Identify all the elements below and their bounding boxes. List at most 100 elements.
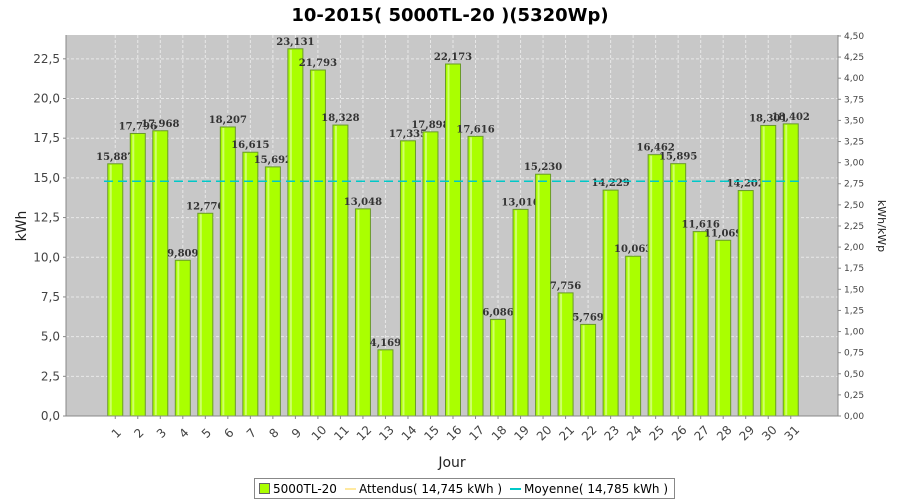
legend-label: Attendus( 14,745 kWh ): [358, 481, 503, 496]
y-right-tick-label: 4,25: [844, 53, 864, 63]
data-label: 14,202: [727, 179, 765, 190]
x-tick-label: 24: [624, 423, 645, 444]
data-label: 17,335: [389, 129, 427, 140]
x-tick-label: 25: [646, 423, 667, 444]
y-right-tick-label: 0,50: [844, 370, 864, 380]
bar-highlight: [312, 71, 315, 415]
bar-highlight: [424, 132, 427, 415]
y-right-tick-label: 1,75: [844, 264, 864, 274]
x-tick-label: 19: [511, 423, 532, 444]
data-label: 17,616: [456, 124, 494, 135]
data-label: 18,328: [321, 113, 359, 124]
data-label: 7,756: [550, 281, 581, 292]
x-tick-label: 18: [489, 423, 510, 444]
x-tick-label: 1: [109, 426, 124, 441]
legend: 5000TL-20 Attendus( 14,745 kWh ) Moyenne…: [254, 478, 676, 499]
y-tick-label: 7,5: [41, 290, 60, 304]
data-label: 11,616: [682, 220, 720, 231]
data-label: 13,016: [501, 197, 539, 208]
x-tick-label: 14: [399, 423, 420, 444]
legend-item-series: 5000TL-20: [259, 482, 337, 496]
y-right-tick-label: 2,25: [844, 222, 864, 232]
bar-highlight: [650, 155, 653, 415]
y-axis-right-label: kWh/kWp: [875, 200, 888, 252]
x-tick-label: 4: [176, 426, 191, 441]
bar-highlight: [379, 350, 382, 415]
bar-highlight: [537, 175, 540, 415]
bar-highlight: [267, 167, 270, 415]
x-tick-label: 2: [131, 426, 146, 441]
bar-highlight: [672, 164, 675, 415]
bar-highlight: [289, 49, 292, 415]
y-tick-label: 0,0: [41, 409, 60, 423]
x-tick-label: 11: [331, 423, 352, 444]
x-tick-label: 28: [714, 423, 735, 444]
data-label: 17,898: [411, 120, 449, 131]
bar-highlight: [357, 209, 360, 415]
x-tick-label: 12: [354, 423, 375, 444]
y-tick-label: 20,0: [33, 92, 60, 106]
bar-highlight: [447, 65, 450, 415]
y-right-tick-label: 1,50: [844, 285, 864, 295]
x-tick-label: 16: [444, 423, 465, 444]
data-label: 22,173: [434, 52, 472, 63]
data-label: 15,230: [524, 162, 562, 173]
legend-item-attendus: Attendus( 14,745 kWh ): [344, 481, 503, 496]
bar-highlight: [402, 141, 405, 415]
y-right-tick-label: 3,00: [844, 159, 864, 169]
x-tick-label: 21: [556, 423, 577, 444]
y-right-tick-label: 2,75: [844, 180, 864, 190]
y-right-tick-label: 4,00: [844, 74, 864, 84]
data-label: 11,069: [704, 228, 742, 239]
y-right-tick-label: 0,25: [844, 391, 864, 401]
x-tick-label: 22: [579, 423, 600, 444]
data-label: 6,086: [482, 307, 513, 318]
x-tick-label: 8: [266, 426, 281, 441]
bar-highlight: [154, 131, 157, 415]
x-tick-label: 3: [154, 426, 169, 441]
y-tick-label: 15,0: [33, 171, 60, 185]
bar-highlight: [740, 191, 743, 415]
data-label: 17,968: [141, 119, 179, 130]
y-axis-label: kWh: [14, 211, 30, 242]
chart-title: 10-2015( 5000TL-20 )(5320Wp): [291, 5, 608, 26]
x-tick-label: 23: [601, 423, 622, 444]
bar-highlight: [177, 261, 180, 415]
y-tick-label: 10,0: [33, 250, 60, 264]
bar-highlight: [695, 232, 698, 415]
x-tick-label: 31: [782, 423, 803, 444]
data-label: 10,063: [614, 244, 652, 255]
bar-highlight: [560, 293, 563, 415]
y-right-tick-label: 2,00: [844, 243, 864, 253]
y-right-tick-label: 3,75: [844, 95, 864, 105]
data-label: 9,809: [167, 248, 198, 259]
x-tick-label: 5: [199, 426, 214, 441]
legend-swatch: [344, 487, 356, 490]
data-label: 21,793: [299, 58, 337, 69]
x-axis-label: Jour: [437, 455, 466, 471]
data-label: 16,615: [231, 140, 269, 151]
y-tick-label: 17,5: [33, 131, 60, 145]
bar-highlight: [717, 241, 720, 415]
legend-label: Moyenne( 14,785 kWh ): [524, 481, 669, 496]
data-label: 15,895: [659, 152, 697, 163]
bar-highlight: [515, 210, 518, 415]
y-tick-label: 22,5: [33, 52, 60, 66]
legend-label: 5000TL-20: [273, 481, 337, 496]
y-tick-label: 2,5: [41, 369, 60, 383]
bar-highlight: [582, 325, 585, 415]
y-right-tick-label: 3,50: [844, 116, 864, 126]
y-right-tick-label: 2,50: [844, 201, 864, 211]
y-right-tick-label: 4,50: [844, 32, 864, 42]
y-right-tick-label: 3,25: [844, 138, 864, 148]
bar-highlight: [244, 153, 247, 415]
x-tick-label: 7: [244, 426, 259, 441]
data-label: 15,692: [254, 155, 292, 166]
bar-highlight: [785, 124, 788, 415]
data-label: 16,462: [637, 143, 675, 154]
x-tick-label: 27: [691, 423, 712, 444]
x-tick-label: 30: [759, 423, 780, 444]
bar-highlight: [334, 126, 337, 415]
bar-highlight: [762, 126, 765, 416]
x-tick-label: 20: [534, 423, 555, 444]
